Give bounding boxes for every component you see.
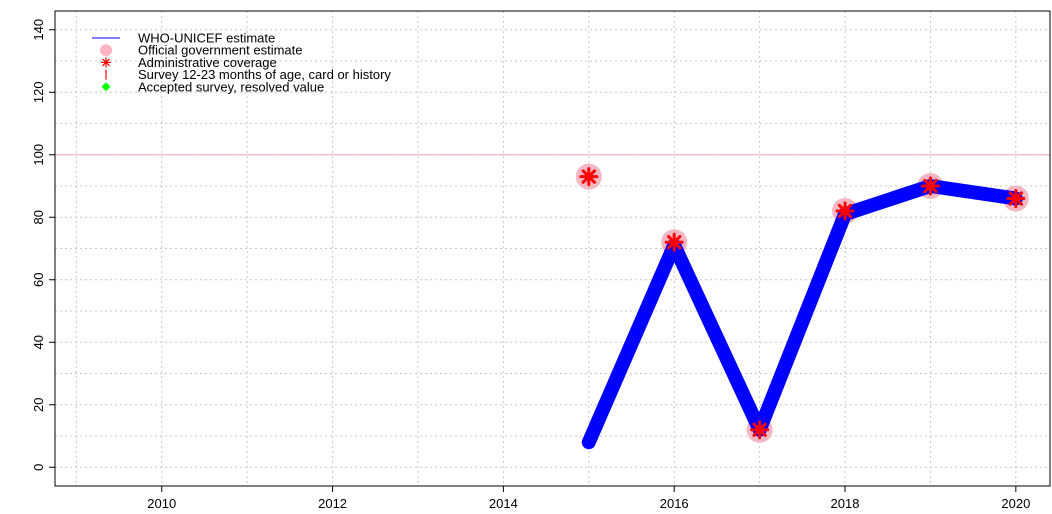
y-tick-label: 0: [31, 464, 46, 471]
who-unicef-estimate-line: [581, 179, 1023, 450]
legend-item: Administrative coverage: [100, 55, 277, 70]
asterisk-stroke: [581, 169, 596, 184]
asterisk-stroke: [1008, 191, 1023, 206]
asterisk-stroke: [752, 422, 767, 437]
asterisk-stroke: [923, 178, 938, 194]
x-tick-label: 2018: [831, 496, 860, 511]
asterisk-stroke: [667, 235, 682, 250]
administrative-coverage-point: [664, 232, 684, 252]
administrative-coverage-point: [835, 201, 855, 221]
legend-item: WHO-UNICEF estimate: [92, 31, 275, 46]
legend-label: Accepted survey, resolved value: [138, 79, 324, 94]
legend-asterisk-icon: [100, 57, 112, 68]
legend-diamond-icon: [101, 82, 111, 92]
y-tick-label: 120: [31, 81, 46, 103]
y-tick-label: 60: [31, 273, 46, 287]
x-tick-label: 2016: [660, 496, 689, 511]
administrative-coverage-point: [920, 176, 940, 196]
y-tick-label: 80: [31, 210, 46, 224]
y-tick-label: 100: [31, 144, 46, 166]
x-tick-label: 2010: [147, 496, 176, 511]
legend-label: WHO-UNICEF estimate: [138, 31, 275, 46]
administrative-coverage-point: [1006, 189, 1026, 208]
legend-label: Survey 12-23 months of age, card or hist…: [138, 67, 391, 82]
axes-layer: 2010 2012 2014 2016 2018 2020 0 20 40 60 80 100 120 1…: [31, 10, 1051, 511]
legend-item: Official government estimate: [100, 43, 303, 58]
legend-label: Administrative coverage: [138, 55, 277, 70]
plot-frame: [54, 10, 1051, 487]
administrative-coverage-point: [579, 167, 599, 187]
legend-label: Official government estimate: [138, 43, 303, 58]
x-tick-label: 2020: [1001, 496, 1030, 511]
asterisk-stroke: [837, 203, 853, 219]
series-layer: [575, 163, 1029, 450]
grid-layer: [55, 11, 1050, 486]
legend-item: Survey 12-23 months of age, card or hist…: [105, 67, 391, 82]
administrative-coverage-point: [750, 420, 770, 440]
x-tick-label: 2012: [318, 496, 347, 511]
y-tick-label: 20: [31, 398, 46, 412]
asterisk-stroke: [102, 58, 110, 67]
legend-item: Accepted survey, resolved value: [101, 79, 324, 94]
y-tick-label: 40: [31, 335, 46, 349]
x-tick-label: 2014: [489, 496, 518, 511]
y-tick-label: 140: [31, 19, 46, 41]
legend-circle-icon: [100, 44, 112, 57]
